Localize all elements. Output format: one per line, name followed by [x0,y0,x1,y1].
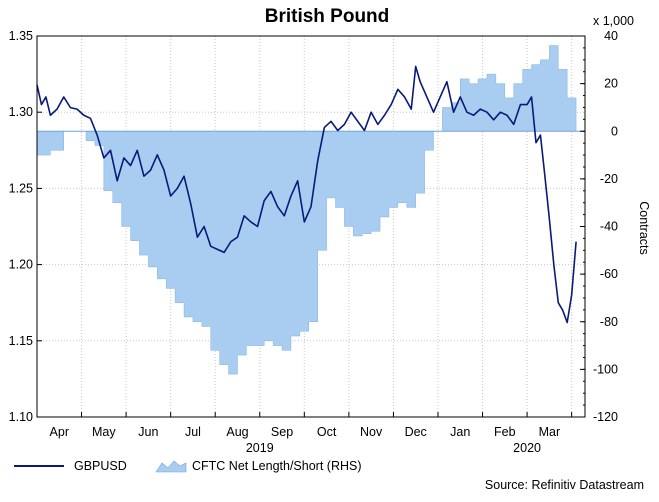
x-axis-ticks: Apr May Jun Jul Aug Sep Oct Nov Dec Jan Feb Mar 2019… [50,412,573,455]
right-tick-label: 20 [604,77,618,91]
left-tick-label: 1.30 [9,105,33,119]
right-tick-label: -100 [593,362,618,376]
x-month-label: Aug [226,425,248,439]
right-tick-label: -120 [593,410,618,424]
gbpusd-line-layer [36,65,577,324]
x-year-label: 2020 [513,441,541,455]
left-tick-label: 1.10 [9,410,33,424]
x-month-label: Apr [50,425,69,439]
right-axis-ticks: -120 -100 -80 -60 -40 -20 0 20 40 [580,29,618,424]
x-month-label: Feb [494,425,516,439]
left-tick-label: 1.25 [9,181,33,195]
right-tick-label: 40 [604,29,618,43]
right-tick-label: 0 [611,124,618,138]
x-month-label: Jun [138,425,158,439]
x-month-label: Dec [405,425,427,439]
right-tick-label: -80 [600,315,618,329]
x-month-label: Oct [317,425,337,439]
gbpusd-line [36,65,577,324]
right-axis-unit-label: x 1,000 [593,14,634,28]
x-month-label: May [92,425,116,439]
x-month-label: Nov [360,425,383,439]
legend-cftc-swatch [155,460,187,473]
right-tick-label: -20 [600,172,618,186]
legend-cftc-label: CFTC Net Length/Short (RHS) [192,459,362,473]
left-axis-ticks: 1.10 1.15 1.20 1.25 1.30 1.35 [9,29,42,424]
left-tick-label: 1.35 [9,29,33,43]
legend: GBPUSD CFTC Net Length/Short (RHS) [14,459,362,473]
x-month-label: Jan [450,425,470,439]
x-month-label: Jul [185,425,201,439]
right-tick-label: -60 [600,267,618,281]
cftc-area-layer [36,45,585,375]
right-axis-title: Contracts [637,201,651,255]
left-tick-label: 1.20 [9,258,33,272]
right-tick-label: -40 [600,220,618,234]
source-note: Source: Refinitiv Datastream [485,478,644,492]
x-month-label: Mar [539,425,561,439]
x-month-label: Sep [271,425,293,439]
x-year-label: 2019 [246,441,274,455]
cftc-net-positions-area [36,45,577,375]
left-tick-label: 1.15 [9,334,33,348]
chart-title: British Pound [265,6,390,27]
legend-gbpusd-label: GBPUSD [74,459,127,473]
